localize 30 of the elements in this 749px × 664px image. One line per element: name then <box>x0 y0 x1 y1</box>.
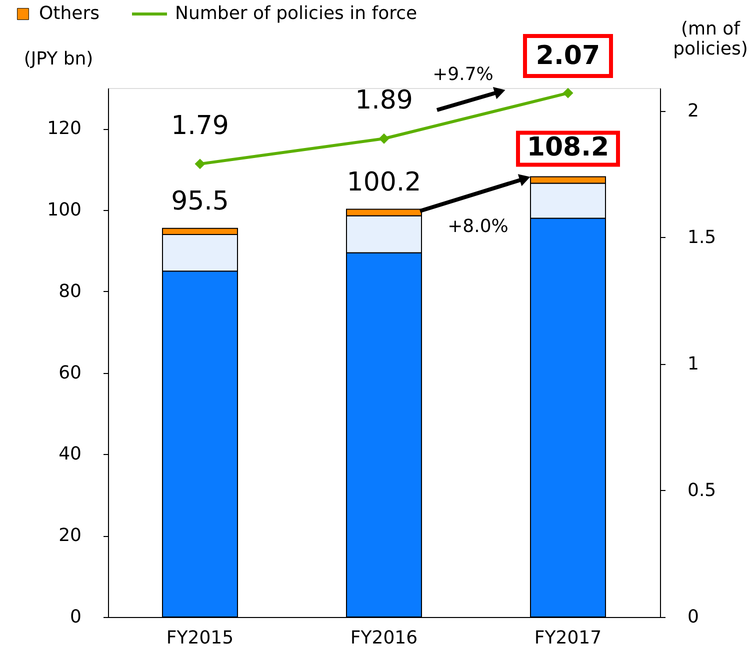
data-label: 1.79 <box>171 110 229 141</box>
y2-tick-label: 0 <box>688 606 699 628</box>
text: +9.7% <box>432 64 494 85</box>
data-label: 1.89 <box>355 86 413 116</box>
y-tick-label: 60 <box>58 362 82 384</box>
total-label: 108.2 <box>526 132 610 163</box>
point <box>378 133 390 144</box>
point <box>562 88 574 98</box>
y-tick-label: 100 <box>47 200 82 221</box>
y-tick-label: 20 <box>58 525 82 546</box>
data-label: 2.07 <box>536 41 600 72</box>
y-tick-label: 0 <box>70 606 82 628</box>
annotation: +8.0% <box>448 216 508 237</box>
total-label: 100.2 <box>346 167 422 198</box>
legend-label: Others <box>39 3 100 24</box>
y-tick-label: 40 <box>58 444 82 465</box>
point <box>194 158 206 170</box>
y2-tick-label: 0.5 <box>688 480 716 501</box>
x-tick-label: FY2017 <box>534 628 602 648</box>
x-tick-label: FY2016 <box>350 628 418 648</box>
y-tick-label: 80 <box>58 280 82 302</box>
y-tick-label: 120 <box>47 118 82 140</box>
y2-tick-label: 1 <box>688 353 699 374</box>
y2-tick-label: 2 <box>688 100 699 122</box>
y-axis-title: (JPY bn) <box>24 48 94 70</box>
legend-label: Number of policies in force <box>175 3 418 24</box>
y2-tick-label: 1.5 <box>688 226 716 248</box>
total-label: 95.5 <box>171 186 229 216</box>
y2-axis-title: (mn of policies) <box>673 18 748 60</box>
x-tick-label: FY2015 <box>166 628 234 648</box>
